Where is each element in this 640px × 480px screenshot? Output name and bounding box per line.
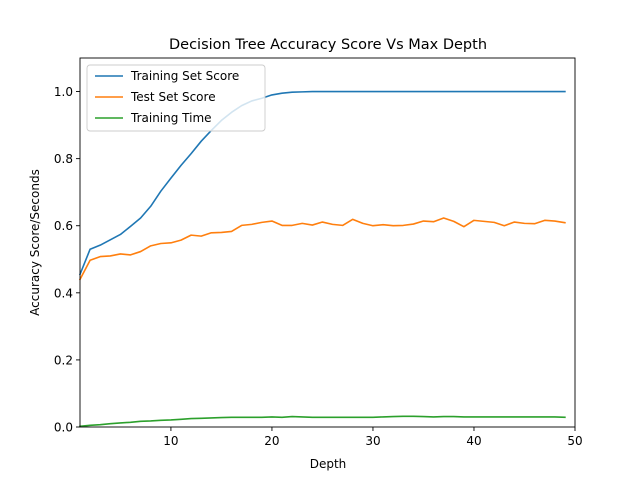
legend-box	[86, 64, 266, 132]
x-axis-label: Depth	[310, 457, 347, 471]
chart-title: Decision Tree Accuracy Score Vs Max Dept…	[169, 37, 487, 53]
legend-label-test-set-score: Test Set Score	[130, 90, 216, 104]
series-line-test-set-score	[78, 217, 566, 281]
x-tick-label: 40	[466, 434, 481, 448]
tick-layer: 10 20 30 40 50 0.0 0.2 0.4 0.6 0.8 1.0	[54, 85, 583, 448]
legend-label-training-set-score: Training Set Score	[130, 69, 239, 83]
series-line-training-set-score	[78, 90, 566, 276]
x-tick-label: 10	[163, 434, 178, 448]
y-tick-label: 0.6	[54, 219, 73, 233]
x-tick-label: 30	[365, 434, 380, 448]
y-tick-label: 0.2	[54, 353, 73, 367]
y-tick-label: 1.0	[54, 85, 73, 99]
x-tick-label: 20	[264, 434, 279, 448]
plot-frame	[79, 57, 576, 428]
series-line-training-time	[79, 415, 566, 428]
y-axis-label: Accuracy Score/Seconds	[28, 169, 42, 316]
legend: Training Set Score Test Set Score Traini…	[86, 64, 266, 132]
series-layer	[78, 90, 566, 428]
y-tick-label: 0.4	[54, 286, 73, 300]
legend-label-training-time: Training Time	[130, 111, 212, 125]
y-tick-label: 0.0	[54, 421, 73, 435]
x-tick-label: 50	[567, 434, 582, 448]
y-tick-label: 0.8	[54, 152, 73, 166]
